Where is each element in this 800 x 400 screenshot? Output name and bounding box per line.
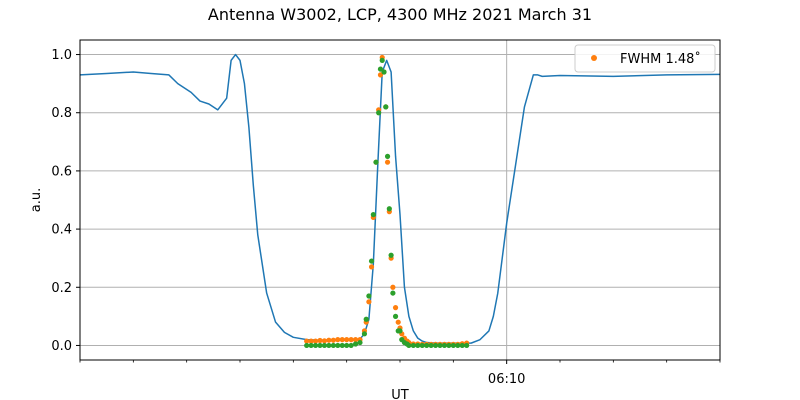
data-point-green bbox=[464, 342, 470, 349]
data-point-orange bbox=[390, 284, 396, 290]
y-tick-label: 0.6 bbox=[51, 164, 72, 179]
data-point-green bbox=[376, 110, 382, 116]
data-point-orange bbox=[312, 338, 319, 344]
data-point-green bbox=[368, 258, 375, 264]
y-axis-title: a.u. bbox=[29, 188, 44, 212]
x-axis: 06:10 bbox=[79, 360, 721, 387]
data-point-green bbox=[384, 153, 391, 159]
data-point-green bbox=[390, 290, 396, 296]
data-point-green bbox=[363, 316, 369, 322]
data-point-orange bbox=[384, 159, 391, 165]
data-point-green bbox=[321, 342, 328, 349]
legend-label: FWHM 1.48˚ bbox=[620, 51, 701, 67]
grid bbox=[80, 40, 720, 360]
y-tick-label: 0.0 bbox=[51, 339, 72, 354]
data-point-orange bbox=[392, 305, 399, 311]
data-point-orange bbox=[377, 72, 384, 78]
x-tick-label: 06:10 bbox=[488, 372, 525, 387]
series-line bbox=[79, 53, 721, 344]
data-point-orange bbox=[339, 337, 345, 343]
data-point-green bbox=[304, 342, 310, 349]
legend-marker bbox=[591, 55, 597, 61]
y-axis: 0.0 0.2 0.4 0.6 0.8 1.0 bbox=[51, 48, 80, 354]
data-point-green bbox=[370, 211, 376, 218]
data-point-orange bbox=[326, 337, 332, 343]
data-point-orange bbox=[335, 337, 341, 343]
data-point-orange bbox=[344, 337, 350, 343]
data-point-orange bbox=[368, 264, 375, 270]
data-point-green bbox=[335, 342, 341, 349]
data-point-orange bbox=[304, 338, 310, 344]
data-point-green bbox=[392, 313, 399, 319]
data-point-orange bbox=[330, 337, 336, 343]
y-tick-label: 0.2 bbox=[51, 281, 72, 296]
data-point-green bbox=[432, 342, 439, 349]
data-point-green bbox=[383, 104, 389, 110]
data-point-green bbox=[437, 342, 443, 349]
data-point-green bbox=[410, 342, 416, 349]
data-point-orange bbox=[308, 338, 314, 344]
data-point-green bbox=[326, 342, 332, 349]
axes-frame bbox=[79, 39, 721, 361]
data-point-green bbox=[386, 206, 392, 212]
data-point-green bbox=[441, 342, 448, 349]
data-point-green bbox=[308, 342, 314, 349]
data-point-green bbox=[397, 328, 403, 334]
data-point-green bbox=[388, 252, 394, 258]
data-point-green bbox=[415, 342, 421, 349]
plot-area bbox=[79, 53, 721, 349]
data-point-green bbox=[419, 342, 425, 349]
data-point-green bbox=[381, 69, 387, 75]
data-point-orange bbox=[395, 319, 401, 325]
data-point-orange bbox=[352, 337, 359, 343]
data-point-green bbox=[446, 342, 452, 349]
legend: FWHM 1.48˚ bbox=[574, 44, 716, 73]
data-point-orange bbox=[321, 338, 328, 344]
data-point-green bbox=[357, 339, 363, 346]
data-point-green bbox=[379, 57, 385, 63]
y-tick-label: 1.0 bbox=[51, 48, 72, 63]
data-point-green bbox=[344, 342, 350, 349]
data-point-green bbox=[348, 342, 354, 349]
data-point-green bbox=[352, 341, 359, 347]
y-tick-label: 0.8 bbox=[51, 106, 72, 121]
data-point-green bbox=[339, 342, 345, 349]
data-point-green bbox=[459, 342, 465, 349]
y-tick-label: 0.4 bbox=[51, 223, 72, 238]
data-point-orange bbox=[348, 337, 354, 343]
data-point-green bbox=[312, 342, 319, 349]
data-point-green bbox=[450, 342, 456, 349]
data-point-green bbox=[330, 342, 336, 349]
data-point-green bbox=[366, 293, 372, 299]
data-point-green bbox=[406, 342, 412, 349]
legend-box bbox=[574, 44, 716, 73]
data-point-orange bbox=[317, 337, 323, 344]
data-point-orange bbox=[366, 299, 372, 305]
data-point-green bbox=[361, 331, 368, 337]
data-point-green bbox=[317, 342, 323, 349]
data-point-green bbox=[424, 342, 430, 349]
x-axis-title: UT bbox=[391, 388, 409, 400]
data-point-green bbox=[428, 342, 434, 349]
data-point-green bbox=[455, 342, 461, 349]
data-point-green bbox=[373, 159, 379, 165]
chart-title: Antenna W3002, LCP, 4300 MHz 2021 March … bbox=[208, 5, 592, 24]
data-point-green bbox=[377, 66, 384, 72]
